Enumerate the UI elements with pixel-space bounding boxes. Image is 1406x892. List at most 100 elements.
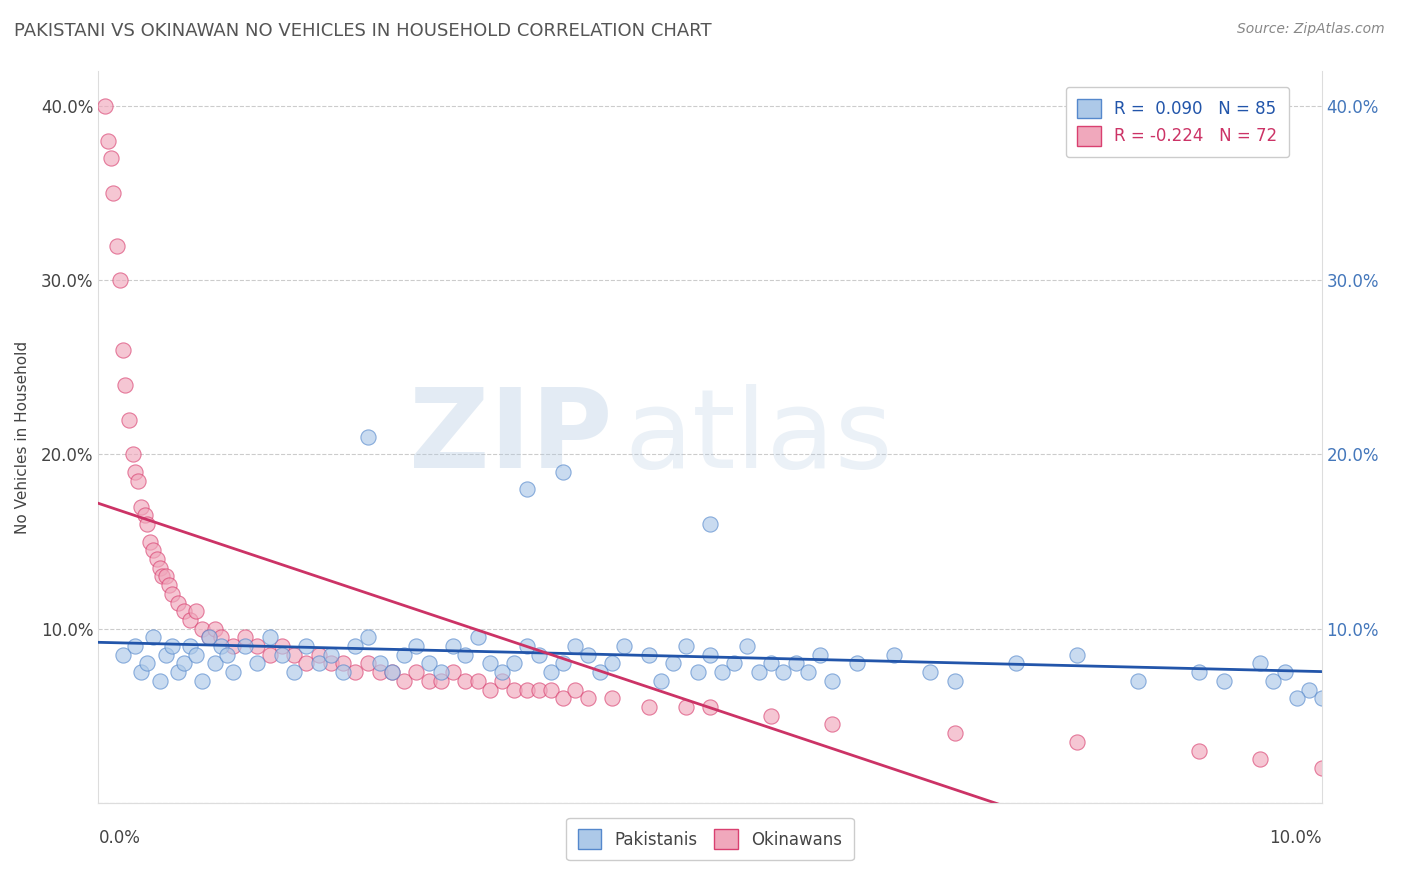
Point — [142, 543, 165, 558]
Point — [1212, 673, 1234, 688]
Point — [167, 595, 190, 609]
Point — [785, 657, 807, 671]
Point — [711, 665, 734, 680]
Point — [270, 639, 294, 653]
Point — [246, 639, 269, 653]
Text: 10.0%: 10.0% — [1270, 829, 1322, 847]
Point — [111, 343, 134, 357]
Point — [319, 657, 342, 671]
Point — [146, 552, 169, 566]
Point — [209, 631, 232, 645]
Point — [1310, 761, 1333, 775]
Point — [392, 648, 416, 662]
Text: 0.0%: 0.0% — [98, 829, 141, 847]
Point — [97, 134, 120, 148]
Point — [308, 648, 330, 662]
Point — [430, 673, 453, 688]
Point — [186, 604, 208, 618]
Point — [93, 99, 115, 113]
Point — [160, 639, 183, 653]
Point — [540, 682, 562, 697]
Point — [308, 657, 330, 671]
Point — [149, 673, 172, 688]
Point — [157, 578, 180, 592]
Point — [1274, 665, 1296, 680]
Point — [124, 465, 146, 479]
Point — [118, 412, 141, 426]
Point — [761, 708, 783, 723]
Point — [356, 657, 378, 671]
Point — [356, 631, 378, 645]
Point — [516, 682, 538, 697]
Point — [600, 691, 623, 706]
Point — [134, 508, 156, 523]
Point — [441, 665, 464, 680]
Point — [114, 377, 136, 392]
Point — [173, 604, 195, 618]
Point — [173, 657, 195, 671]
Point — [662, 657, 685, 671]
Point — [478, 682, 501, 697]
Point — [295, 639, 318, 653]
Point — [491, 673, 513, 688]
Point — [209, 639, 232, 653]
Point — [883, 648, 905, 662]
Point — [430, 665, 453, 680]
Point — [344, 639, 367, 653]
Point — [179, 613, 201, 627]
Point — [150, 569, 173, 583]
Point — [613, 639, 636, 653]
Point — [129, 500, 152, 514]
Point — [1128, 673, 1150, 688]
Point — [920, 665, 942, 680]
Point — [564, 682, 586, 697]
Point — [139, 534, 162, 549]
Point — [1188, 665, 1211, 680]
Point — [441, 639, 464, 653]
Point — [204, 657, 226, 671]
Point — [821, 717, 844, 731]
Point — [259, 648, 281, 662]
Point — [527, 682, 550, 697]
Point — [344, 665, 367, 680]
Point — [1004, 657, 1026, 671]
Point — [418, 657, 440, 671]
Text: Source: ZipAtlas.com: Source: ZipAtlas.com — [1237, 22, 1385, 37]
Point — [155, 569, 177, 583]
Point — [197, 631, 219, 645]
Point — [772, 665, 794, 680]
Point — [149, 560, 172, 574]
Point — [270, 648, 294, 662]
Point — [576, 648, 599, 662]
Point — [491, 665, 513, 680]
Point — [381, 665, 404, 680]
Point — [503, 657, 526, 671]
Point — [167, 665, 190, 680]
Point — [576, 691, 599, 706]
Point — [467, 631, 489, 645]
Point — [222, 665, 245, 680]
Point — [553, 657, 575, 671]
Point — [233, 639, 256, 653]
Point — [259, 631, 281, 645]
Text: atlas: atlas — [624, 384, 893, 491]
Point — [160, 587, 183, 601]
Point — [943, 673, 966, 688]
Point — [600, 657, 623, 671]
Point — [105, 238, 128, 252]
Point — [356, 430, 378, 444]
Point — [1310, 691, 1333, 706]
Point — [1250, 657, 1272, 671]
Legend: Pakistanis, Okinawans: Pakistanis, Okinawans — [567, 818, 853, 860]
Point — [129, 665, 152, 680]
Point — [392, 673, 416, 688]
Point — [204, 622, 226, 636]
Point — [283, 665, 305, 680]
Point — [564, 639, 586, 653]
Point — [553, 465, 575, 479]
Point — [136, 517, 159, 532]
Point — [637, 648, 661, 662]
Point — [215, 648, 238, 662]
Point — [191, 673, 214, 688]
Point — [101, 186, 124, 201]
